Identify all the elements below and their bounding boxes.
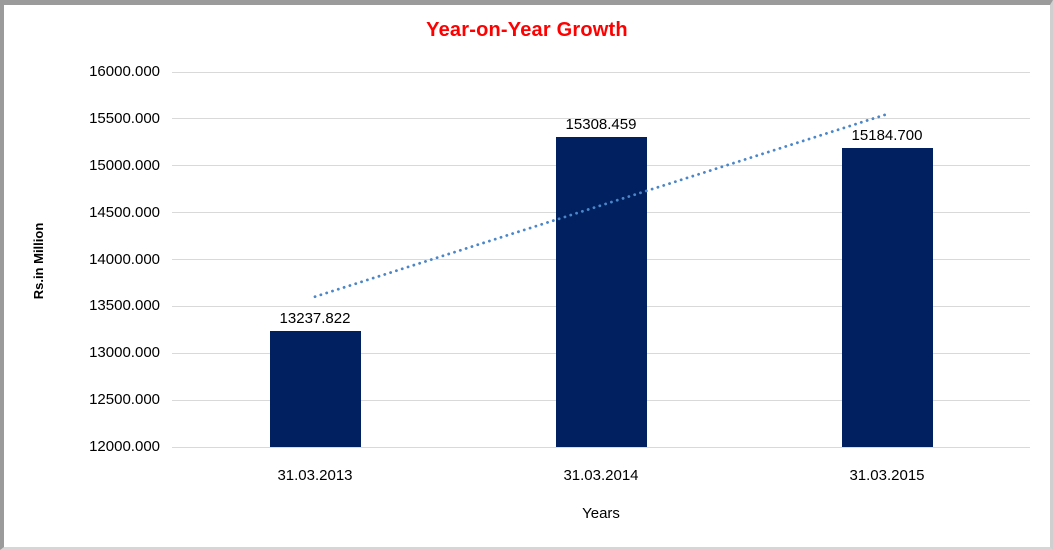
- y-axis-title: Rs.in Million: [31, 222, 46, 300]
- plot-area: 13237.822 15308.459 15184.700: [172, 71, 1030, 448]
- bar-value-label: 15308.459: [565, 115, 637, 133]
- y-tick-label: 12000.000: [89, 438, 160, 455]
- y-tick-label: 15000.000: [89, 156, 160, 174]
- gridline: [172, 71, 1030, 73]
- x-axis-title: Years: [582, 505, 620, 522]
- gridline: [172, 446, 1030, 448]
- y-tick-label: 15500.000: [89, 109, 160, 127]
- bar-value-label: 15184.700: [851, 127, 923, 145]
- x-tick-label: 31.03.2015: [849, 467, 925, 484]
- y-tick-label: 12500.000: [89, 391, 160, 409]
- x-tick-label: 31.03.2013: [277, 467, 353, 484]
- x-tick-label: 31.03.2014: [563, 467, 639, 484]
- y-tick-label: 16000.000: [89, 63, 160, 80]
- bar: [269, 330, 361, 447]
- gridline: [172, 118, 1030, 120]
- bar: [555, 136, 647, 447]
- bar: [841, 148, 933, 447]
- chart-title: Year-on-Year Growth: [426, 19, 628, 41]
- y-tick-label: 13000.000: [89, 344, 160, 362]
- y-tick-label: 14000.000: [89, 250, 160, 268]
- bar-value-label: 13237.822: [279, 309, 351, 327]
- y-tick-label: 14500.000: [89, 203, 160, 221]
- trendline: [313, 112, 889, 299]
- y-tick-label: 13500.000: [89, 297, 160, 315]
